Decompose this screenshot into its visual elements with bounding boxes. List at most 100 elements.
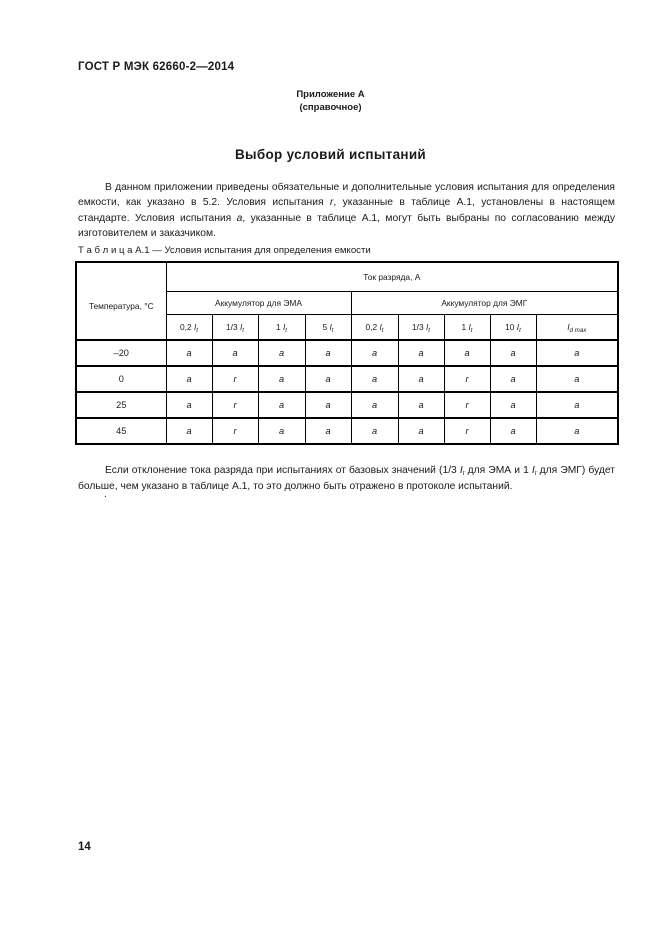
condition-cell: a [535, 391, 619, 419]
document-code-header: ГОСТ Р МЭК 62660-2—2014 [78, 61, 235, 73]
condition-cell: r [211, 365, 259, 393]
temperature-cell: 25 [75, 391, 167, 419]
symbol-a: a [236, 212, 243, 224]
current-header-cell: 1 It [257, 313, 306, 341]
condition-cell: a [304, 339, 352, 367]
subscript-t: t [462, 470, 465, 477]
condition-cell: a [535, 339, 619, 367]
max-current-header-cell: Id max [535, 313, 619, 341]
symbol-I: I [282, 321, 286, 332]
subscript-t: t [519, 326, 521, 334]
current-value: 1/3 [411, 321, 426, 332]
current-value: 1 [275, 321, 283, 332]
condition-cell: a [489, 391, 537, 419]
condition-cell: a [489, 365, 537, 393]
symbol-I: I [516, 321, 520, 332]
annex-heading: Приложение А (справочное) [0, 88, 661, 114]
temperature-cell: –20 [75, 339, 167, 367]
symbol-I: I [567, 321, 570, 332]
current-value: 0,2 [179, 321, 194, 332]
condition-cell: a [397, 339, 445, 367]
condition-cell: a [165, 417, 213, 445]
condition-cell: a [397, 365, 445, 393]
condition-cell: a [397, 391, 445, 419]
condition-cell: a [257, 365, 306, 393]
stray-period: . [104, 489, 107, 500]
condition-cell: a [350, 339, 399, 367]
condition-cell: a [350, 365, 399, 393]
symbol-I: I [379, 321, 382, 332]
subscript-t: t [285, 326, 288, 334]
condition-cell: r [211, 417, 259, 445]
condition-cell: a [257, 339, 306, 367]
closing-paragraph: Если отклонение тока разряда при испытан… [78, 463, 615, 495]
current-value: 0,2 [365, 321, 380, 332]
intro-paragraph: В данном приложении приведены обязательн… [78, 180, 615, 242]
condition-cell: r [443, 391, 491, 419]
condition-cell: a [165, 365, 213, 393]
current-value: 5 [322, 321, 330, 332]
condition-cell: a [397, 417, 445, 445]
condition-cell: r [443, 365, 491, 393]
symbol-I: I [425, 321, 429, 332]
table-row: –20 a a a a a a a a a [75, 339, 619, 367]
current-header-cell: 1/3 It [211, 313, 259, 341]
condition-cell: a [304, 391, 352, 419]
current-header-cell: 0,2 It [165, 313, 213, 341]
subscript-t: t [331, 326, 334, 334]
temperature-cell: 45 [75, 417, 167, 445]
subscript-t: t [381, 326, 384, 334]
page-title: Выбор условий испытаний [234, 147, 427, 162]
group-header-emg: Аккумулятор для ЭМГ [350, 290, 619, 315]
symbol-I: I [239, 321, 243, 332]
intro-text-1: В данном приложении приведены обязательн… [78, 182, 615, 209]
subscript-t: t [534, 470, 537, 477]
closing-text-1: Если отклонение тока разряда при испытан… [105, 465, 460, 476]
condition-cell: r [443, 417, 491, 445]
discharge-current-header: Ток разряда, А [165, 261, 619, 292]
current-header-cell: 10 It [489, 313, 537, 341]
subscript-t: t [428, 326, 431, 334]
current-value: 1 [461, 321, 469, 332]
condition-cell: r [211, 391, 259, 419]
symbol-I: I [193, 321, 197, 332]
table-header-row-1: Температура, °С Ток разряда, А [75, 261, 619, 341]
temperature-cell: 0 [75, 365, 167, 393]
condition-cell: a [165, 339, 213, 367]
condition-cell: a [350, 391, 399, 419]
symbol-r: r [329, 197, 334, 209]
condition-cell: a [489, 417, 537, 445]
table-row: 0 a r a a a a r a a [75, 365, 619, 393]
symbol-I: I [468, 321, 471, 332]
symbol-I: I [531, 465, 535, 476]
condition-cell: a [257, 391, 306, 419]
condition-cell: a [257, 417, 306, 445]
table-row: 25 a r a a a a r a a [75, 391, 619, 419]
current-value: 1/3 [225, 321, 240, 332]
intro-text-2: , указанные в таблице А.1, установлены в… [78, 197, 616, 224]
symbol-I: I [459, 465, 463, 476]
condition-cell: a [535, 417, 619, 445]
condition-cell: a [443, 339, 491, 367]
condition-cell: a [489, 339, 537, 367]
current-header-cell: 0,2 It [350, 313, 399, 341]
subscript-t: t [196, 326, 199, 334]
condition-cell: a [535, 365, 619, 393]
subscript-t: t [242, 326, 245, 334]
condition-cell: a [350, 417, 399, 445]
subscript-t: t [470, 326, 473, 334]
symbol-I: I [329, 321, 332, 332]
annex-title: Приложение А [296, 89, 365, 100]
table-header-row-3: 0,2 It 1/3 It 1 It 5 It 0,2 It 1/3 It 1 … [76, 313, 619, 341]
condition-cell: a [304, 365, 352, 393]
subscript-dmax: d max [569, 326, 587, 334]
current-value: 10 [505, 321, 517, 332]
condition-cell: a [211, 339, 259, 367]
table-row: 45 a r a a a a r a a [75, 417, 619, 445]
current-header-cell: 5 It [304, 313, 352, 341]
condition-cell: a [165, 391, 213, 419]
group-header-ema: Аккумулятор для ЭМА [165, 290, 352, 315]
table-caption-text: — Условия испытания для определения емко… [149, 245, 371, 256]
annex-subtitle: (справочное) [299, 102, 362, 113]
